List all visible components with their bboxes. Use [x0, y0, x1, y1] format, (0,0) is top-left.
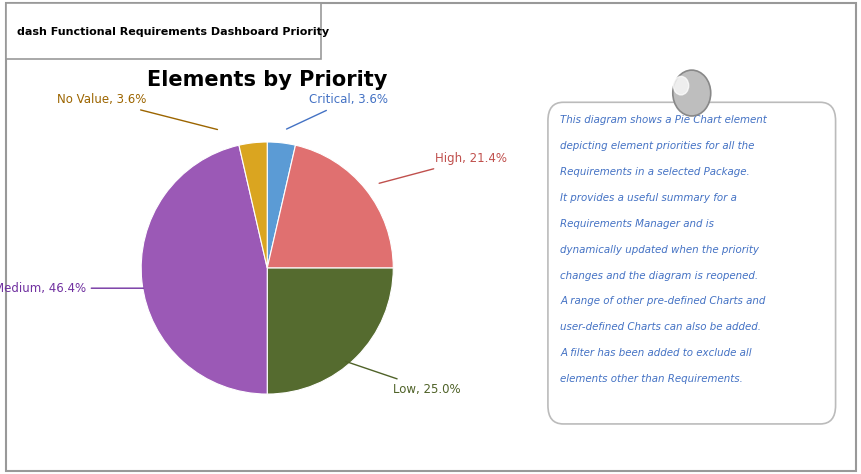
Text: No Value, 3.6%: No Value, 3.6% [57, 93, 217, 129]
Text: Medium, 46.4%: Medium, 46.4% [0, 282, 143, 295]
Text: dash Functional Requirements Dashboard Priority: dash Functional Requirements Dashboard P… [17, 27, 329, 37]
Text: dynamically updated when the priority: dynamically updated when the priority [560, 245, 759, 255]
Text: Requirements Manager and is: Requirements Manager and is [560, 219, 714, 229]
Text: This diagram shows a Pie Chart element: This diagram shows a Pie Chart element [560, 115, 766, 125]
Wedge shape [238, 142, 267, 268]
Text: changes and the diagram is reopened.: changes and the diagram is reopened. [560, 271, 758, 281]
Text: Elements by Priority: Elements by Priority [147, 70, 387, 90]
Text: Critical, 3.6%: Critical, 3.6% [286, 93, 387, 129]
Text: Low, 25.0%: Low, 25.0% [345, 361, 461, 395]
Text: A filter has been added to exclude all: A filter has been added to exclude all [560, 348, 751, 358]
Wedge shape [141, 145, 267, 394]
Text: depicting element priorities for all the: depicting element priorities for all the [560, 141, 753, 151]
FancyBboxPatch shape [548, 102, 834, 424]
Text: A range of other pre-defined Charts and: A range of other pre-defined Charts and [560, 296, 765, 306]
Text: High, 21.4%: High, 21.4% [379, 152, 506, 183]
Text: elements other than Requirements.: elements other than Requirements. [560, 374, 742, 384]
Wedge shape [267, 142, 295, 268]
Circle shape [672, 70, 710, 116]
Text: user-defined Charts can also be added.: user-defined Charts can also be added. [560, 322, 760, 332]
Circle shape [672, 76, 688, 95]
Wedge shape [267, 268, 393, 394]
Wedge shape [267, 145, 393, 268]
Text: It provides a useful summary for a: It provides a useful summary for a [560, 193, 736, 203]
Text: Requirements in a selected Package.: Requirements in a selected Package. [560, 167, 749, 177]
